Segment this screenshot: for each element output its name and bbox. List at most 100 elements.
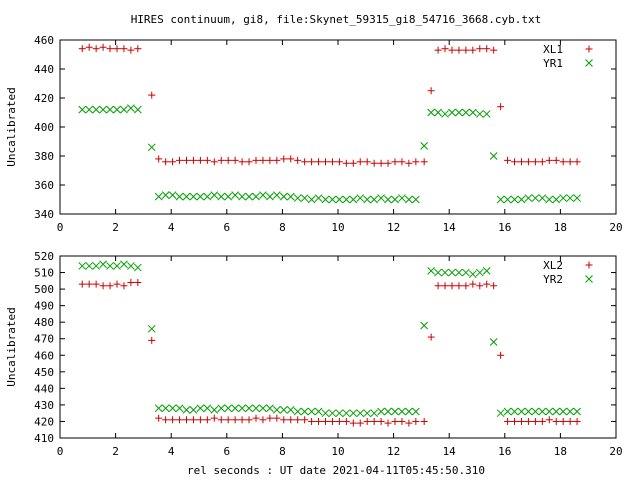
- data-point-yr1-d2: [252, 192, 260, 201]
- data-point-yr1: [434, 108, 442, 117]
- data-point-xl2: [182, 416, 190, 424]
- data-point-yr2-d2: [99, 260, 107, 269]
- data-point-yr2: [133, 263, 142, 272]
- data-point-yr2-d2: [328, 409, 337, 418]
- data-point-yr2-d2: [210, 406, 219, 414]
- data-point-yr2: [272, 406, 281, 414]
- data-point-yr2-d2: [133, 263, 142, 272]
- data-point-yr1-d2: [245, 192, 253, 201]
- data-point-yr2: [475, 268, 484, 277]
- data-point-yr1-d2: [175, 192, 184, 201]
- data-point-yr1-d2: [314, 194, 323, 202]
- data-point-yr1-d2: [455, 108, 463, 117]
- data-point-xl1: [504, 156, 512, 164]
- y-tick-label: 460: [34, 349, 54, 362]
- data-point-yr2-d2: [293, 407, 302, 416]
- data-point-xl1: [391, 158, 399, 166]
- data-point-yr2: [377, 407, 385, 416]
- data-point-xl2: [238, 416, 246, 424]
- data-point-xl2: [106, 282, 114, 290]
- data-point-yr1: [503, 195, 512, 204]
- data-point-xl1: [162, 158, 170, 166]
- data-point-yr2-d2: [245, 404, 253, 413]
- data-point-xl1: [259, 156, 267, 164]
- data-point-yr2-d2: [85, 262, 94, 270]
- plot-frame: [59, 255, 617, 439]
- legend-label-yr2: YR2: [543, 273, 563, 286]
- data-point-yr2: [455, 268, 463, 277]
- data-point-yr2: [314, 407, 323, 416]
- data-point-yr1-d2: [127, 104, 135, 113]
- data-point-xl2: [134, 278, 142, 286]
- data-point-xl2: [301, 416, 309, 424]
- data-point-xl2: [85, 280, 93, 288]
- data-point-xl1: [210, 158, 218, 166]
- data-point-yr1: [531, 194, 540, 202]
- data-point-yr2-d2: [252, 404, 260, 413]
- data-point-xl1: [490, 46, 498, 54]
- x-tick-label: 14: [443, 221, 457, 234]
- data-point-yr2-d2: [462, 268, 470, 277]
- y-tick-label: 490: [34, 300, 54, 313]
- data-point-xl1: [559, 158, 567, 166]
- data-point-xl1: [217, 156, 225, 164]
- data-point-yr2-d2: [363, 409, 372, 418]
- data-point-yr1-d2: [203, 192, 212, 201]
- data-point-yr2: [462, 268, 470, 277]
- data-point-xl1: [524, 158, 532, 166]
- data-point-yr1: [405, 195, 413, 204]
- legend-marker-xl1: [585, 45, 593, 53]
- data-point-yr2: [224, 404, 233, 413]
- data-point-yr2-d2: [78, 262, 87, 270]
- data-point-yr1: [398, 194, 406, 202]
- data-point-yr2-d2: [113, 262, 121, 270]
- data-point-yr1: [279, 192, 288, 201]
- data-point-yr1-d2: [552, 195, 561, 204]
- x-tick-label: 18: [554, 445, 567, 458]
- data-point-yr2: [420, 321, 429, 330]
- data-point-xl1: [280, 155, 288, 163]
- data-point-yr1-d2: [482, 110, 491, 118]
- data-point-yr2-d2: [531, 407, 540, 416]
- data-point-yr1: [510, 195, 519, 204]
- data-point-xl1: [349, 159, 357, 167]
- data-point-xl1: [363, 158, 371, 166]
- y-tick-label: 510: [34, 267, 54, 280]
- data-point-yr2: [503, 407, 512, 416]
- data-point-yr2: [517, 407, 526, 416]
- data-point-xl2: [231, 416, 239, 424]
- data-point-yr2-d2: [92, 262, 100, 270]
- data-point-yr1: [370, 195, 378, 204]
- data-point-yr2-d2: [420, 321, 429, 330]
- data-point-yr2-d2: [224, 404, 233, 413]
- y-tick-label: 460: [34, 34, 54, 47]
- data-point-yr1: [113, 105, 121, 114]
- data-point-yr2: [427, 267, 435, 275]
- data-point-yr2-d2: [434, 268, 442, 277]
- data-point-yr2: [356, 409, 365, 418]
- data-point-yr1: [427, 108, 435, 117]
- data-point-yr1: [335, 195, 344, 204]
- data-point-yr1: [92, 105, 100, 114]
- data-point-yr1: [552, 195, 561, 204]
- data-point-xl2: [538, 417, 546, 425]
- data-point-yr2-d2: [538, 407, 547, 416]
- data-point-xl1: [531, 158, 539, 166]
- data-point-xl1: [573, 158, 581, 166]
- y-tick-label: 420: [34, 415, 54, 428]
- data-point-xl2: [434, 282, 442, 290]
- x-tick-label: 2: [112, 221, 119, 234]
- data-point-xl2: [294, 416, 302, 424]
- data-point-xl1: [335, 158, 343, 166]
- data-point-yr1-d2: [293, 194, 302, 202]
- y-tick-label: 520: [34, 250, 54, 263]
- data-point-yr2: [482, 267, 491, 275]
- legend-marker-yr2-d2: [585, 275, 593, 283]
- data-point-xl1: [566, 158, 574, 166]
- data-point-xl2: [349, 419, 357, 427]
- data-point-xl1: [287, 155, 295, 163]
- data-point-yr1-d2: [161, 191, 170, 200]
- plot-frame: [59, 39, 617, 215]
- data-point-yr1-d2: [391, 195, 399, 204]
- data-point-xl1: [182, 156, 190, 164]
